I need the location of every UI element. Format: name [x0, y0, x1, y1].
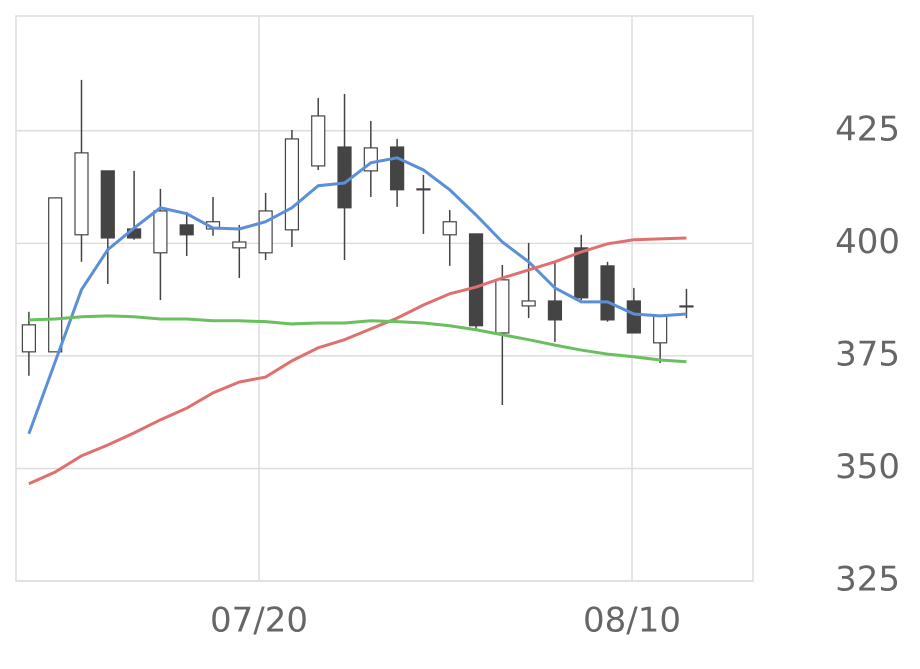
x-tick-label: 08/10 — [583, 601, 681, 641]
candle-body — [100, 170, 115, 239]
plot-frame — [15, 15, 754, 582]
candle-body — [547, 300, 563, 321]
candle-body — [468, 233, 484, 327]
candle-body — [679, 305, 694, 308]
candle-body — [153, 210, 168, 254]
candle-body — [48, 197, 63, 353]
candle-body — [442, 221, 457, 236]
candle-body — [495, 279, 510, 334]
y-tick-label: 375 — [835, 334, 900, 374]
candle-body — [311, 115, 326, 167]
moving-average-line — [28, 314, 687, 364]
candle-body — [574, 247, 589, 299]
y-tick-label: 350 — [835, 447, 900, 487]
candle-body — [390, 146, 405, 191]
moving-average-line — [27, 156, 687, 435]
candle-body — [337, 146, 352, 209]
candle-body — [521, 300, 536, 307]
candle-body — [600, 265, 615, 321]
candle-body — [179, 224, 194, 236]
candle-body — [284, 138, 300, 231]
x-tick-label: 07/20 — [210, 601, 308, 641]
y-tick-label: 425 — [835, 109, 900, 149]
moving-average-line — [28, 236, 687, 486]
candle-body — [74, 152, 89, 236]
candle-body — [626, 300, 641, 334]
candle-body — [232, 241, 247, 249]
y-tick-label: 400 — [835, 222, 900, 262]
y-tick-label: 325 — [835, 560, 900, 600]
candle-body — [416, 188, 431, 191]
candle-body — [258, 210, 273, 254]
candle-body — [653, 315, 668, 344]
candle-body — [21, 324, 36, 353]
